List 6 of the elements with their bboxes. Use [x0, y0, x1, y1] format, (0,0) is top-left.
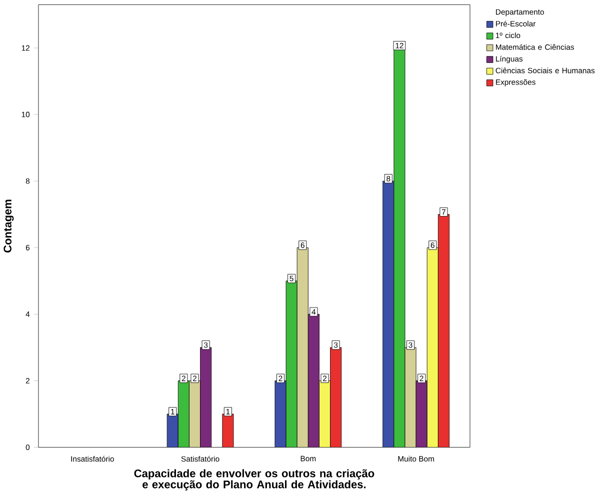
bar: [200, 347, 212, 448]
bar: [189, 380, 201, 448]
bar: [330, 347, 342, 448]
bar: [308, 314, 320, 448]
x-axis-title: Capacidade de envolver os outros na criação e execução do Plano Anual de Atividades.: [134, 469, 374, 490]
y-axis-title: Contagem: [4, 200, 14, 252]
